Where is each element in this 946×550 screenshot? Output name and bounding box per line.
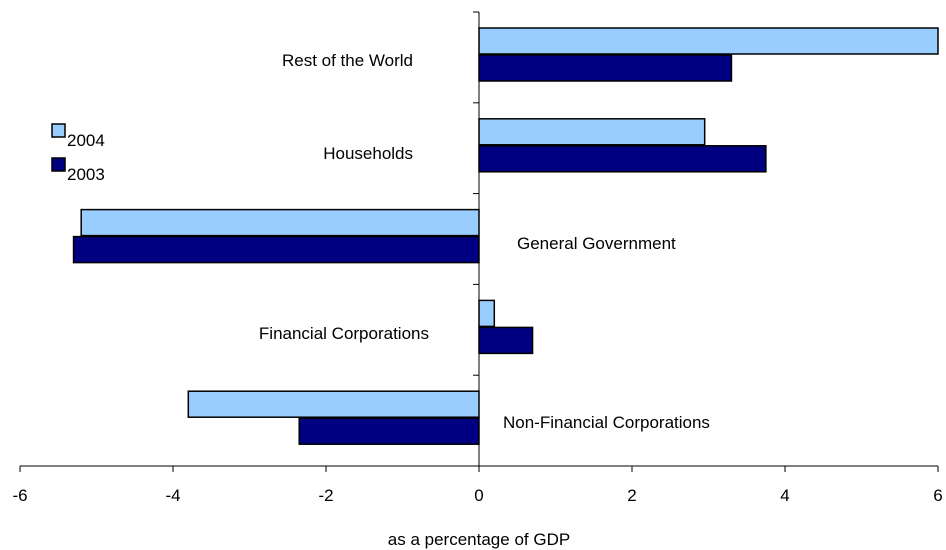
legend-swatch-2003 [51, 157, 66, 172]
category-labels: Rest of the World Households General Gover… [259, 51, 710, 432]
bar-2003-1 [478, 145, 767, 173]
bar-2004-2 [80, 208, 480, 237]
x-tick-labels: -6 -4 -2 0 2 4 6 [12, 486, 942, 505]
legend-swatch-2004 [51, 123, 66, 138]
category-label: Rest of the World [282, 51, 413, 70]
category-label: Households [323, 144, 413, 163]
legend-label: 2003 [67, 165, 105, 184]
x-axis-title: as a percentage of GDP [388, 530, 570, 549]
bar-2003-4 [298, 417, 480, 445]
axes [19, 11, 939, 472]
bar-2003-0 [478, 54, 733, 82]
category-label: Financial Corporations [259, 324, 429, 343]
bar-2004-4 [187, 390, 480, 418]
bars [72, 27, 939, 445]
legend: 2004 2003 [51, 123, 105, 184]
x-tick-label: -4 [165, 486, 180, 505]
bar-2004-3 [478, 299, 496, 328]
x-tick-label: -2 [318, 486, 333, 505]
x-tick-label: -6 [12, 486, 27, 505]
bar-2003-3 [478, 326, 534, 355]
legend-label: 2004 [67, 131, 105, 150]
x-tick-label: 4 [780, 486, 789, 505]
x-tick-label: 6 [933, 486, 942, 505]
x-tick-label: 2 [627, 486, 636, 505]
bar-2004-1 [478, 118, 706, 146]
bar-2003-2 [72, 235, 480, 264]
category-label: Non-Financial Corporations [503, 413, 710, 432]
category-label: General Government [517, 234, 676, 253]
x-tick-label: 0 [474, 486, 483, 505]
bar-2004-0 [478, 27, 939, 55]
